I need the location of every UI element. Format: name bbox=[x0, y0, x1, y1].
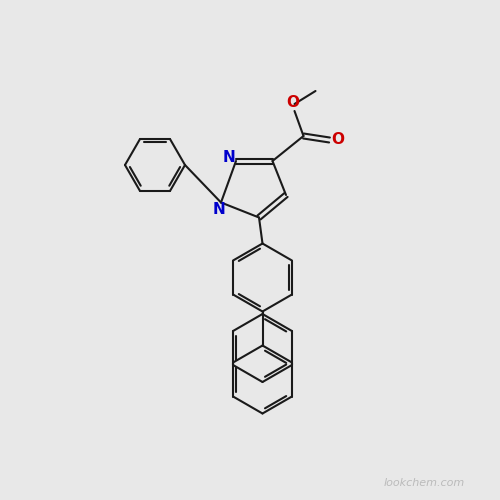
Text: O: O bbox=[286, 95, 299, 110]
Text: N: N bbox=[223, 150, 236, 166]
Text: N: N bbox=[212, 202, 225, 216]
Text: O: O bbox=[331, 132, 344, 148]
Text: lookchem.com: lookchem.com bbox=[384, 478, 465, 488]
